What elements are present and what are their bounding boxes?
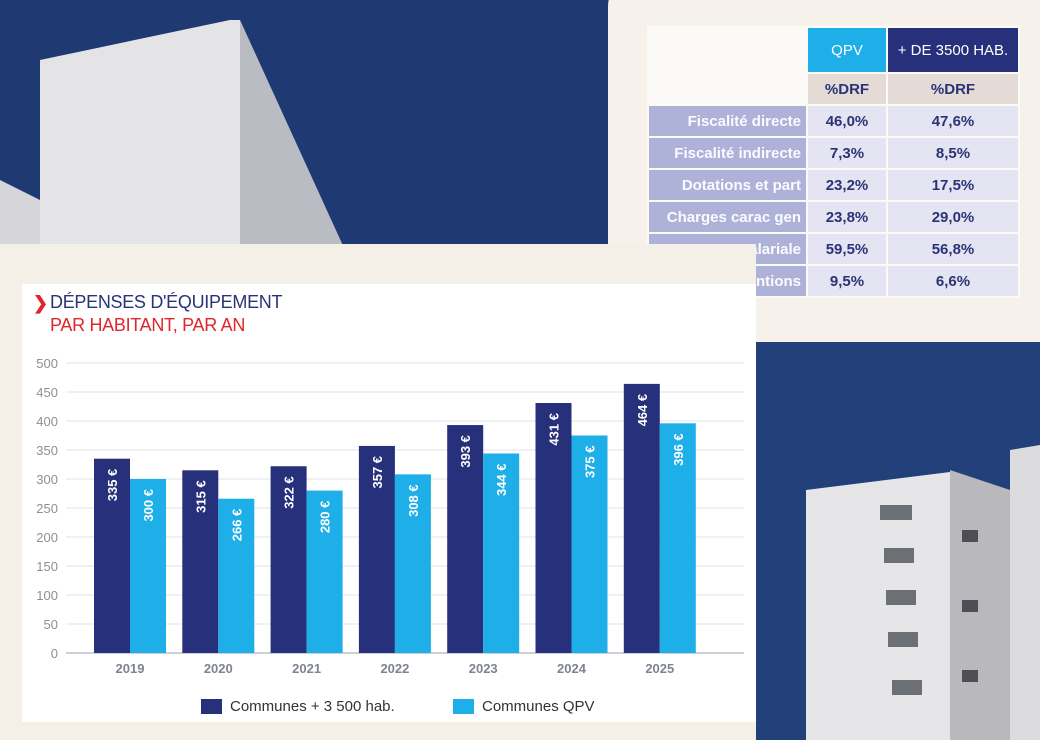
bar: [571, 435, 608, 653]
communes-value: 47,6%: [886, 104, 1020, 138]
y-tick-label: 250: [36, 501, 58, 516]
row-label: Charges carac gen: [647, 200, 808, 234]
bar: [270, 466, 307, 653]
budget-ratio-table: QPV + DE 3500 HAB. %DRF %DRF Fiscalité d…: [647, 26, 1020, 298]
data-label: 396 €: [671, 433, 686, 466]
row-label: Fiscalité directe: [647, 104, 808, 138]
communes-value: 6,6%: [886, 264, 1020, 298]
bar: [447, 425, 484, 653]
subheader-qpv: %DRF: [806, 72, 888, 106]
x-tick-label: 2022: [380, 661, 409, 676]
data-label: 357 €: [370, 456, 385, 489]
data-label: 335 €: [105, 469, 120, 502]
table-row: Fiscalité directe 46,0% 47,6%: [647, 104, 1020, 138]
data-label: 266 €: [229, 509, 244, 542]
data-label: 308 €: [406, 484, 421, 517]
y-tick-label: 350: [36, 443, 58, 458]
y-tick-label: 0: [51, 646, 58, 661]
table-corner: [647, 26, 808, 106]
table-row: Charges carac gen 23,8% 29,0%: [647, 200, 1020, 234]
header-communes: + DE 3500 HAB.: [886, 26, 1020, 74]
y-tick-label: 300: [36, 472, 58, 487]
y-tick-label: 100: [36, 588, 58, 603]
y-tick-label: 450: [36, 385, 58, 400]
data-label: 315 €: [193, 480, 208, 513]
qpv-value: 59,5%: [806, 232, 888, 266]
x-tick-label: 2021: [292, 661, 321, 676]
bar: [394, 474, 431, 653]
data-label: 375 €: [583, 446, 598, 479]
data-label: 431 €: [547, 413, 562, 446]
data-label: 280 €: [318, 501, 333, 534]
y-tick-label: 50: [44, 617, 58, 632]
x-tick-label: 2025: [645, 661, 674, 676]
x-tick-label: 2024: [557, 661, 587, 676]
x-tick-label: 2023: [469, 661, 498, 676]
x-tick-label: 2020: [204, 661, 233, 676]
bar: [358, 445, 395, 653]
bar: [94, 458, 130, 653]
legend-swatch-communes: [201, 699, 222, 714]
communes-value: 17,5%: [886, 168, 1020, 202]
legend-label: Communes + 3 500 hab.: [230, 698, 395, 715]
legend-swatch-qpv: [453, 699, 474, 714]
row-label: Dotations et part: [647, 168, 808, 202]
chevron-right-icon: ❯: [33, 293, 49, 313]
bar: [182, 470, 219, 653]
bar: [659, 423, 696, 653]
y-tick-label: 200: [36, 530, 58, 545]
row-label: Fiscalité indirecte: [647, 136, 808, 170]
communes-value: 56,8%: [886, 232, 1020, 266]
communes-value: 29,0%: [886, 200, 1020, 234]
y-tick-label: 150: [36, 559, 58, 574]
data-label: 393 €: [458, 435, 473, 468]
qpv-value: 7,3%: [806, 136, 888, 170]
data-label: 344 €: [494, 463, 509, 496]
qpv-value: 23,8%: [806, 200, 888, 234]
data-label: 300 €: [141, 489, 156, 522]
table-row: Fiscalité indirecte 7,3% 8,5%: [647, 136, 1020, 170]
chart-title: DÉPENSES D'ÉQUIPEMENT: [50, 292, 283, 312]
y-tick-label: 400: [36, 414, 58, 429]
legend-label: Communes QPV: [482, 698, 595, 715]
bar: [535, 403, 572, 653]
legend-item-qpv: Communes QPV: [453, 698, 595, 715]
bar: [306, 490, 343, 653]
y-tick-label: 500: [36, 356, 58, 371]
data-label: 464 €: [635, 394, 650, 427]
qpv-value: 23,2%: [806, 168, 888, 202]
chart-subtitle: PAR HABITANT, PAR AN: [50, 315, 246, 335]
communes-value: 8,5%: [886, 136, 1020, 170]
subheader-communes: %DRF: [886, 72, 1020, 106]
bar: [483, 453, 520, 653]
data-label: 322 €: [282, 476, 297, 509]
qpv-value: 46,0%: [806, 104, 888, 138]
bar: [218, 498, 255, 653]
legend-item-communes: Communes + 3 500 hab.: [201, 698, 395, 715]
qpv-value: 9,5%: [806, 264, 888, 298]
table-row: Masse salariale 59,5% 56,8%: [647, 232, 1020, 266]
bar: [623, 383, 660, 653]
bar: [130, 479, 166, 653]
x-tick-label: 2019: [116, 661, 145, 676]
table-row: Dotations et part 23,2% 17,5%: [647, 168, 1020, 202]
header-qpv: QPV: [806, 26, 888, 74]
